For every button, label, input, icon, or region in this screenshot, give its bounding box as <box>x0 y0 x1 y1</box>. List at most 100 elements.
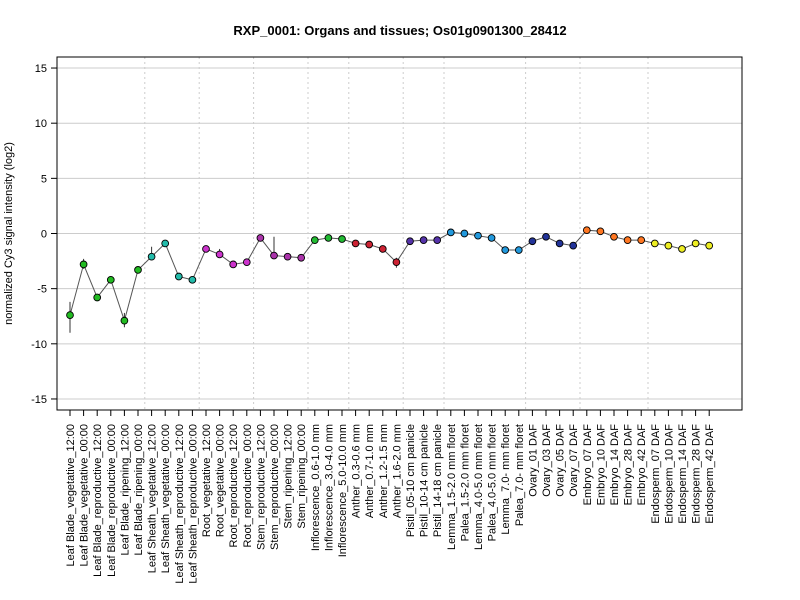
x-tick-label: Leaf Blade_reproductive_12:00 <box>92 424 104 577</box>
x-tick-label: Inflorescence_3.0-4.0 mm <box>323 424 335 551</box>
error-bars <box>69 236 397 333</box>
data-point <box>270 251 278 260</box>
x-tick-label: Endosperm_07 DAF <box>650 424 662 524</box>
data-point <box>528 237 537 246</box>
data-point <box>542 232 550 241</box>
data-point <box>705 241 714 250</box>
data-point <box>66 311 74 319</box>
data-point <box>650 239 659 248</box>
data-point <box>378 245 387 253</box>
grid <box>57 57 742 410</box>
x-tick-label: Ovary_05 DAF <box>555 424 567 497</box>
x-tick-label: Endosperm_10 DAF <box>663 424 675 524</box>
data-point <box>202 245 210 253</box>
x-tick-label: Stem_ripening_12:00 <box>283 424 295 529</box>
x-tick-label: Leaf Blade_vegetative_00:00 <box>79 424 91 567</box>
data-point <box>487 234 496 242</box>
x-tick-label: Leaf Sheath_vegetative_00:00 <box>160 424 172 573</box>
x-tick-label: Lemma_1.5-2.0 mm floret <box>446 424 458 550</box>
x-tick-label: Pistil_14-18 cm panicle <box>432 424 444 537</box>
x-tick-label: Pistil_05-10 cm panicle <box>405 424 417 537</box>
x-tick-label: Palea_1.5-2.0 mm floret <box>459 424 471 541</box>
data-point <box>242 258 251 267</box>
data-point <box>256 234 265 242</box>
data-point <box>501 246 510 254</box>
data-point <box>555 239 564 248</box>
data-point <box>120 316 129 325</box>
x-tick-label: Embryo_28 DAF <box>623 424 635 506</box>
x-tick-label: Endosperm_28 DAF <box>691 424 703 524</box>
x-tick-label: Stem_reproductive_00:00 <box>269 424 281 550</box>
data-point <box>637 236 646 244</box>
data-point <box>351 239 360 248</box>
data-point <box>215 250 224 259</box>
x-tick-label: Leaf Sheath_reproductive_00:00 <box>187 424 199 584</box>
data-point <box>365 240 374 249</box>
x-tick-label: Stem_ripening_00:00 <box>296 424 308 529</box>
data-point <box>297 253 306 262</box>
x-tick-label: Lemma_7.0- mm floret <box>500 424 512 535</box>
x-tick-label: Anther_0.7-1.0 mm <box>364 424 376 518</box>
y-tick-label: -10 <box>31 339 47 351</box>
data-point <box>229 260 238 269</box>
y-tick-label: -15 <box>31 394 47 406</box>
x-tick-label: Pistil_10-14 cm panicle <box>419 424 431 537</box>
x-tick-label: Palea_4.0-5.0 mm floret <box>487 424 499 541</box>
x-tick-label: Embryo_10 DAF <box>595 424 607 506</box>
data-point <box>338 235 346 243</box>
chart-title: RXP_0001: Organs and tissues; Os01g09013… <box>233 23 566 38</box>
x-tick-label: Endosperm_42 DAF <box>704 424 716 524</box>
data-point <box>474 231 482 240</box>
x-tick-label: Anther_0.3-0.6 mm <box>351 424 363 518</box>
x-tick-label: Ovary_01 DAF <box>527 424 539 497</box>
data-point <box>188 275 197 284</box>
x-tick-label: Inflorescence_0.6-1.0 mm <box>310 424 322 551</box>
data-point <box>446 228 455 237</box>
data-point <box>623 236 632 244</box>
data-point <box>106 275 115 284</box>
data-point <box>134 266 142 274</box>
x-tick-label: Ovary_03 DAF <box>541 424 553 497</box>
y-axis: 15 10 5 0 -5 -10 -15 <box>31 63 57 406</box>
x-tick-label: Stem_reproductive_12:00 <box>255 424 267 550</box>
x-tick-label: Palea_7.0- mm floret <box>514 424 526 526</box>
data-point <box>147 252 156 261</box>
data-point <box>691 239 700 248</box>
x-tick-label: Root_vegetative_00:00 <box>215 424 227 537</box>
x-tick-label: Endosperm_14 DAF <box>677 424 689 524</box>
data-point <box>460 229 469 238</box>
data-point <box>93 293 102 302</box>
y-tick-label: 0 <box>41 229 47 241</box>
x-tick-label: Root_reproductive_12:00 <box>228 424 240 548</box>
x-tick-label: Lemma_4.0-5.0 mm floret <box>473 424 485 550</box>
x-tick-label: Leaf Sheath_reproductive_12:00 <box>174 424 186 584</box>
data-point <box>392 258 401 267</box>
x-tick-label: Leaf Blade_ripening_12:00 <box>119 424 131 556</box>
x-tick-label: Root_reproductive_00:00 <box>242 424 254 548</box>
data-point <box>610 232 618 241</box>
data-point <box>433 236 442 244</box>
x-tick-label: Inflorescence_5.0-10.0 mm <box>337 424 349 557</box>
y-axis-label: normalized Cy3 signal intensity (log2) <box>3 142 15 325</box>
data-point <box>79 260 88 269</box>
x-tick-label: Anther_1.2-1.5 mm <box>378 424 390 518</box>
data-point <box>582 226 591 235</box>
y-tick-label: 10 <box>35 118 47 130</box>
data-point <box>406 237 414 246</box>
x-tick-label: Leaf Blade_vegetative_12:00 <box>65 424 77 567</box>
data-point <box>514 246 523 254</box>
y-tick-label: 15 <box>35 63 47 75</box>
data-point <box>596 227 605 236</box>
y-tick-label: -5 <box>37 284 47 296</box>
x-tick-label: Leaf Sheath_vegetative_12:00 <box>147 424 159 573</box>
x-tick-label: Embryo_42 DAF <box>636 424 648 506</box>
y-tick-label: 5 <box>41 173 47 185</box>
data-point <box>569 241 578 250</box>
data-point <box>678 245 686 253</box>
x-tick-label: Embryo_07 DAF <box>582 424 594 506</box>
x-tick-label: Embryo_14 DAF <box>609 424 621 506</box>
x-tick-label: Root_vegetative_12:00 <box>201 424 213 537</box>
x-tick-label: Leaf Blade_reproductive_00:00 <box>106 424 118 577</box>
data-point <box>324 234 333 242</box>
